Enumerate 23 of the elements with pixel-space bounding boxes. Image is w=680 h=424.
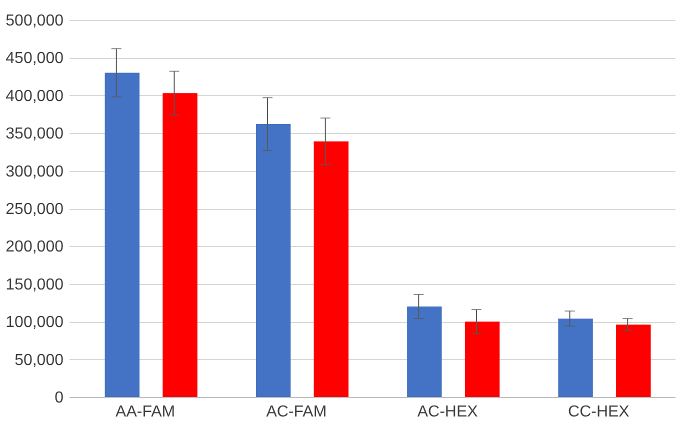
bar <box>256 124 291 397</box>
x-tick-label: AA-FAM <box>116 404 176 420</box>
bar <box>616 324 651 397</box>
y-tick-label: 400,000 <box>6 88 64 105</box>
x-tick-label: AC-HEX <box>417 404 478 420</box>
bar <box>314 141 349 397</box>
y-tick-label: 250,000 <box>6 201 64 218</box>
y-tick-label: 350,000 <box>6 126 64 143</box>
y-tick-label: 0 <box>54 390 64 406</box>
x-tick-label: CC-HEX <box>568 404 630 420</box>
x-tick-label: AC-FAM <box>266 404 327 420</box>
y-tick-label: 50,000 <box>14 352 64 369</box>
bar <box>407 306 442 397</box>
y-tick-label: 100,000 <box>6 314 64 332</box>
y-tick-label: 150,000 <box>6 276 64 294</box>
y-tick-label: 500,000 <box>6 12 64 30</box>
bar <box>464 322 500 397</box>
bar <box>104 72 140 397</box>
bar <box>162 93 198 397</box>
y-tick-label: 300,000 <box>6 163 64 180</box>
y-tick-label: 450,000 <box>6 50 64 68</box>
bar <box>558 318 593 397</box>
y-tick-label: 200,000 <box>6 238 64 256</box>
